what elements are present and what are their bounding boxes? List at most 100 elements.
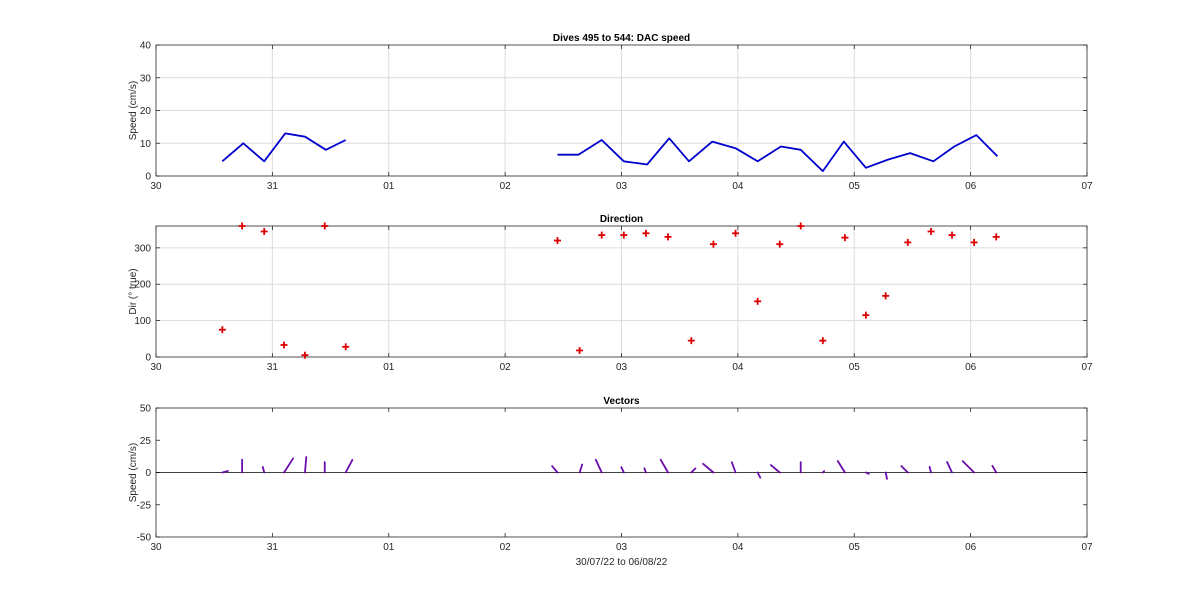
vector-stick	[702, 462, 715, 474]
x-tick-label: 07	[1081, 542, 1093, 553]
vectors-panel: 30 31 01 02 03 04 05 06 07 -50 -25 0 25 50 Vectors Spee…	[128, 396, 1093, 568]
direction-point	[598, 231, 606, 239]
y-tick-label: 0	[145, 468, 151, 479]
x-tick-label: 02	[500, 181, 512, 192]
direction-point	[776, 240, 784, 248]
vector-stick	[690, 467, 697, 474]
x-tick-label: 05	[849, 362, 861, 373]
y-tick-label: 20	[140, 106, 152, 117]
vector-stick	[756, 471, 762, 479]
x-tick-label: 06	[965, 362, 977, 373]
direction-point	[687, 337, 695, 345]
direction-point	[709, 240, 717, 248]
vector-stick	[221, 470, 229, 474]
vector-stick	[928, 465, 932, 474]
vector-stick	[594, 458, 603, 474]
vector-stick	[884, 471, 888, 480]
x-tick-label: 31	[267, 362, 279, 373]
x-tick-label: 02	[500, 362, 512, 373]
vector-stick	[261, 465, 266, 474]
x-tick-label: 03	[616, 542, 628, 553]
direction-point	[927, 227, 935, 235]
direction-point	[218, 326, 226, 334]
x-tick-label: 04	[732, 362, 744, 373]
direction-point	[882, 292, 890, 300]
direction-point	[576, 346, 584, 354]
y-axis-label: Speed (cm/s)	[128, 443, 139, 502]
x-tick-label: 05	[849, 542, 861, 553]
y-tick-label: 200	[134, 280, 151, 291]
y-axis-label: Dir (° true)	[128, 268, 139, 314]
y-tick-label: 10	[140, 139, 152, 150]
vector-stick	[864, 471, 870, 475]
vector-stick	[643, 467, 647, 474]
x-tick-label: 01	[383, 542, 395, 553]
y-tick-label: 300	[134, 243, 151, 254]
vector-stick	[344, 459, 354, 474]
vector-stick	[659, 458, 669, 474]
speed-series-line	[557, 134, 999, 173]
direction-point	[948, 231, 956, 239]
direction-point	[664, 233, 672, 241]
vector-stick	[304, 456, 308, 474]
y-tick-label: 25	[140, 436, 152, 447]
x-tick-label: 30	[150, 181, 162, 192]
direction-point	[992, 233, 1000, 241]
direction-point	[642, 229, 650, 237]
y-tick-label: 0	[145, 353, 151, 364]
x-tick-label: 04	[732, 181, 744, 192]
x-tick-label: 06	[965, 181, 977, 192]
x-tick-label: 05	[849, 181, 861, 192]
x-tick-label: 06	[965, 542, 977, 553]
direction-point	[841, 234, 849, 242]
x-tick-label: 02	[500, 542, 512, 553]
direction-point	[970, 238, 978, 246]
vector-stick	[821, 470, 826, 474]
direction-point	[321, 222, 329, 230]
x-tick-label: 07	[1081, 362, 1093, 373]
x-tick-label: 31	[267, 181, 279, 192]
direction-point	[280, 341, 288, 349]
y-tick-label: 50	[140, 404, 152, 415]
direction-point	[553, 237, 561, 245]
x-tick-label: 03	[616, 362, 628, 373]
y-tick-label: -50	[137, 533, 152, 544]
vector-stick	[551, 465, 559, 474]
vector-stick	[769, 464, 781, 474]
vector-stick	[961, 460, 976, 474]
direction-panel: 30 31 01 02 03 04 05 06 07 0 100 200 300 Direction Dir…	[128, 214, 1093, 373]
direction-point	[819, 337, 827, 345]
y-tick-label: 40	[140, 41, 152, 52]
x-tick-label: 30	[150, 362, 162, 373]
chart-title: Direction	[600, 214, 643, 225]
speed-series-line	[221, 132, 347, 163]
y-tick-label: -25	[137, 500, 152, 511]
chart-title: Vectors	[603, 396, 640, 407]
vector-stick	[900, 465, 909, 474]
x-tick-label: 30	[150, 542, 162, 553]
x-tick-label: 03	[616, 181, 628, 192]
vector-stick	[283, 457, 295, 474]
direction-point	[260, 227, 268, 235]
direction-point	[797, 222, 805, 230]
direction-point	[238, 222, 246, 230]
direction-point	[862, 311, 870, 319]
vector-stick	[836, 460, 846, 474]
x-tick-label: 01	[383, 181, 395, 192]
direction-point	[342, 343, 350, 351]
vector-stick	[620, 466, 625, 474]
x-tick-label: 04	[732, 542, 744, 553]
y-tick-label: 0	[145, 172, 151, 183]
speed-panel: 30 31 01 02 03 04 05 06 07 0 10 20 30 40 Dives 495 to …	[128, 33, 1093, 192]
y-tick-label: 30	[140, 73, 152, 84]
direction-point	[904, 238, 912, 246]
x-tick-label: 01	[383, 362, 395, 373]
x-axis-label: 30/07/22 to 06/08/22	[576, 557, 668, 568]
vector-stick	[730, 461, 737, 474]
direction-point	[620, 231, 628, 239]
vector-stick	[946, 461, 953, 474]
vector-stick	[991, 464, 998, 474]
x-tick-label: 07	[1081, 181, 1093, 192]
y-axis-label: Speed (cm/s)	[128, 81, 139, 140]
